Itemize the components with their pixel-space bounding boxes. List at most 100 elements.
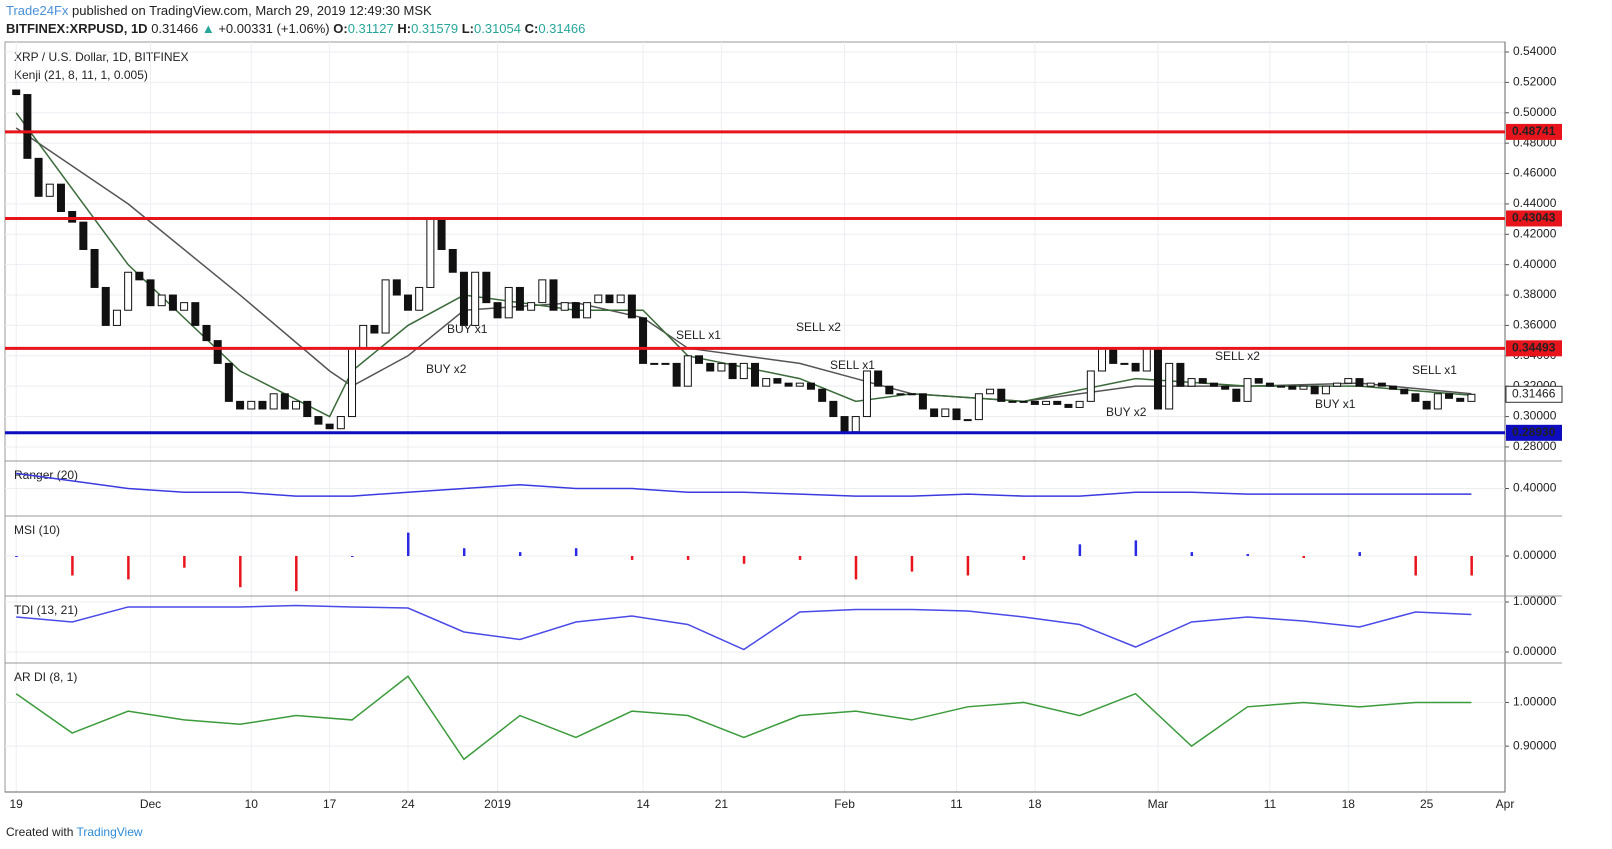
footer: Created with TradingView [6,825,143,839]
candle [683,355,692,387]
signal: BUY x1 [447,322,488,336]
x-tick-label: 10 [245,797,259,811]
candle [840,416,849,433]
candle [1209,382,1218,387]
candle [650,362,659,365]
candle [426,218,435,288]
candle [1187,378,1196,387]
y-tick-label: 0.52000 [1513,75,1557,89]
candle [180,302,189,311]
level-tag [1506,210,1562,227]
last: 0.31466 [151,21,198,36]
x-tick-label: Feb [834,797,855,811]
candle [706,362,715,372]
y-tick-label: 0.30000 [1513,409,1557,423]
candle [1243,378,1252,402]
histogram-bar [462,548,466,556]
histogram-bar [910,556,914,572]
candle [348,347,357,418]
indicator-label: Kenji (21, 8, 11, 1, 0.005) [14,68,148,82]
y-tick-label: 0.00000 [1513,548,1557,562]
candle [818,388,827,402]
histogram-bar [406,532,410,556]
candle [68,211,77,223]
candle [90,248,99,288]
quote-line: BITFINEX:XRPUSD, 1D 0.31466 ▲ +0.00331 (… [6,21,585,36]
candle [862,370,871,418]
candle [806,382,815,390]
author: Trade24Fx [6,3,69,18]
candle [829,400,838,418]
candle [135,271,144,281]
candle [1120,362,1129,365]
candle [1109,347,1118,364]
up-arrow: ▲ [202,21,215,36]
candle [1131,362,1140,372]
candle [571,302,580,319]
signal: SELL x1 [1412,363,1457,377]
candle [325,423,334,430]
candle [1400,388,1409,395]
candle [583,302,592,319]
level-tag [1506,424,1562,441]
candle [258,400,267,410]
candle [314,416,323,425]
panel-title: AR DI (8, 1) [14,670,77,684]
indicator-line [15,675,1472,761]
candle [1254,378,1263,384]
high: 0.31579 [411,21,458,36]
histogram-bar [798,556,802,560]
candle [1422,400,1431,410]
candle [918,393,927,410]
candle [1355,378,1364,387]
candle [1042,400,1051,405]
panel-title: MSI (10) [14,523,60,537]
candle [157,294,166,307]
candle [963,419,972,422]
candle [146,279,155,307]
histogram-bar [518,552,522,556]
signal: BUY x1 [1315,397,1356,411]
y-tick-label: 0.46000 [1513,166,1557,180]
histogram-bar [1358,552,1361,556]
y-tick-label: 0.40000 [1513,481,1557,495]
candle [930,408,939,418]
candle [112,309,121,326]
candle [1433,393,1442,410]
level-label: 0.43043 [1512,211,1556,225]
candle [381,279,390,334]
candle [997,388,1006,402]
candle [1008,400,1017,403]
histogram-bar [1470,556,1473,576]
candle [359,324,368,349]
candle [1411,393,1420,402]
candle [728,362,737,380]
x-tick-label: Dec [140,797,161,811]
candle [616,294,625,304]
brand: TradingView [77,825,143,839]
x-tick-label: 17 [323,797,337,811]
close: 0.31466 [538,21,585,36]
price-label: 0.31466 [1512,386,1556,400]
candle [1467,393,1476,402]
change: +0.00331 (+1.06%) [218,21,329,36]
candle [1277,385,1286,388]
level-tag [1506,123,1562,140]
candle [1153,347,1162,410]
candle [79,221,88,250]
candle [661,362,670,365]
candle [549,279,558,311]
histogram-bar [1078,544,1082,556]
histogram-bar [127,556,130,580]
level-label: 0.28930 [1512,425,1556,439]
histogram-bar [574,548,578,556]
y-tick-label: 0.38000 [1513,287,1557,301]
candle [739,362,748,380]
candle [303,400,312,418]
candle [538,279,547,304]
candle [202,324,211,342]
signal: SELL x1 [830,358,875,372]
candle [672,362,681,387]
x-tick-label: 2019 [484,797,511,811]
